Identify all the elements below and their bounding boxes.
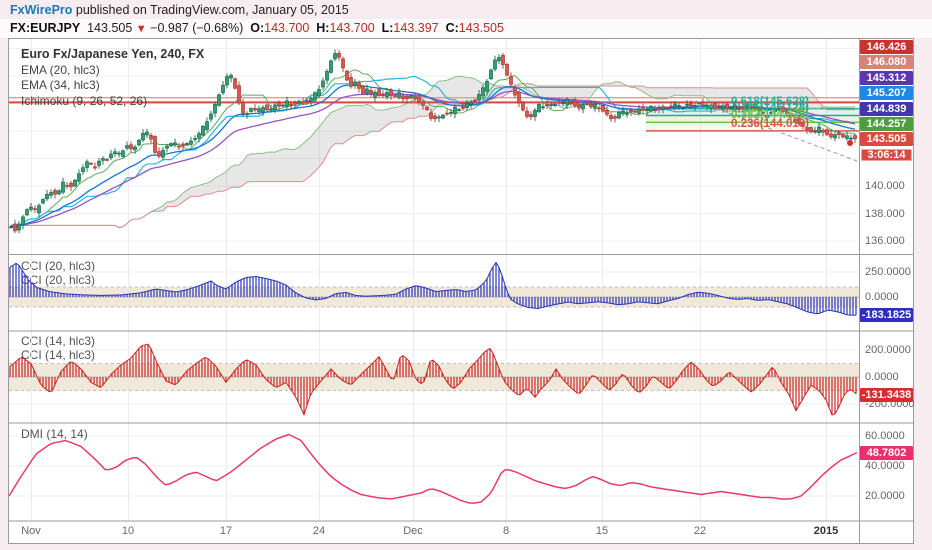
under-label-layer: CCI (20, hlc3) CCI (20, hlc3) CCI (14, h… — [9, 39, 913, 543]
symbol-info-bar: FX:EURJPY 143.505 ▼ −0.987 (−0.68%) O:14… — [10, 21, 504, 35]
panel3-legend-line2: CCI (14, hlc3) — [21, 348, 96, 362]
chart-canvas[interactable] — [9, 39, 913, 543]
last-price: 143.505 — [87, 21, 133, 35]
panel3-legend: CCI (14, hlc3) CCI (14, hlc3) — [21, 334, 95, 362]
open-value: 143.700 — [264, 21, 310, 35]
close-value: 143.505 — [458, 21, 504, 35]
high-value: 143.700 — [329, 21, 375, 35]
open-label: O: — [250, 21, 265, 35]
symbol-strip — [0, 19, 932, 38]
chart-widget[interactable]: CCI (20, hlc3) CCI (20, hlc3) CCI (14, h… — [8, 38, 915, 544]
published-text: published on TradingView.com, January 05… — [72, 3, 349, 17]
panel2-legend-line1: CCI (20, hlc3) — [21, 259, 96, 273]
panel2-legend: CCI (20, hlc3) CCI (20, hlc3) — [21, 259, 95, 287]
panel3-legend-line1: CCI (14, hlc3) — [21, 334, 96, 348]
close-label: C: — [445, 21, 459, 35]
low-label: L: — [381, 21, 394, 35]
down-arrow-icon: ▼ — [135, 23, 147, 35]
symbol-name: FX:EURJPY — [10, 21, 81, 35]
published-line: FxWirePro published on TradingView.com, … — [10, 3, 349, 17]
price-change: −0.987 (−0.68%) — [150, 21, 244, 35]
fxwirepro-brand: FxWirePro — [10, 3, 73, 17]
panel2-legend-line2: CCI (20, hlc3) — [21, 273, 96, 287]
high-label: H: — [316, 21, 330, 35]
low-value: 143.397 — [393, 21, 439, 35]
